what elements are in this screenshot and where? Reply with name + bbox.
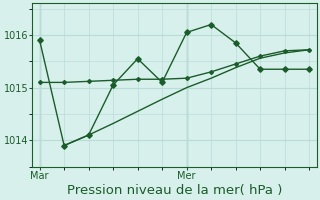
X-axis label: Pression niveau de la mer( hPa ): Pression niveau de la mer( hPa ): [67, 184, 282, 197]
